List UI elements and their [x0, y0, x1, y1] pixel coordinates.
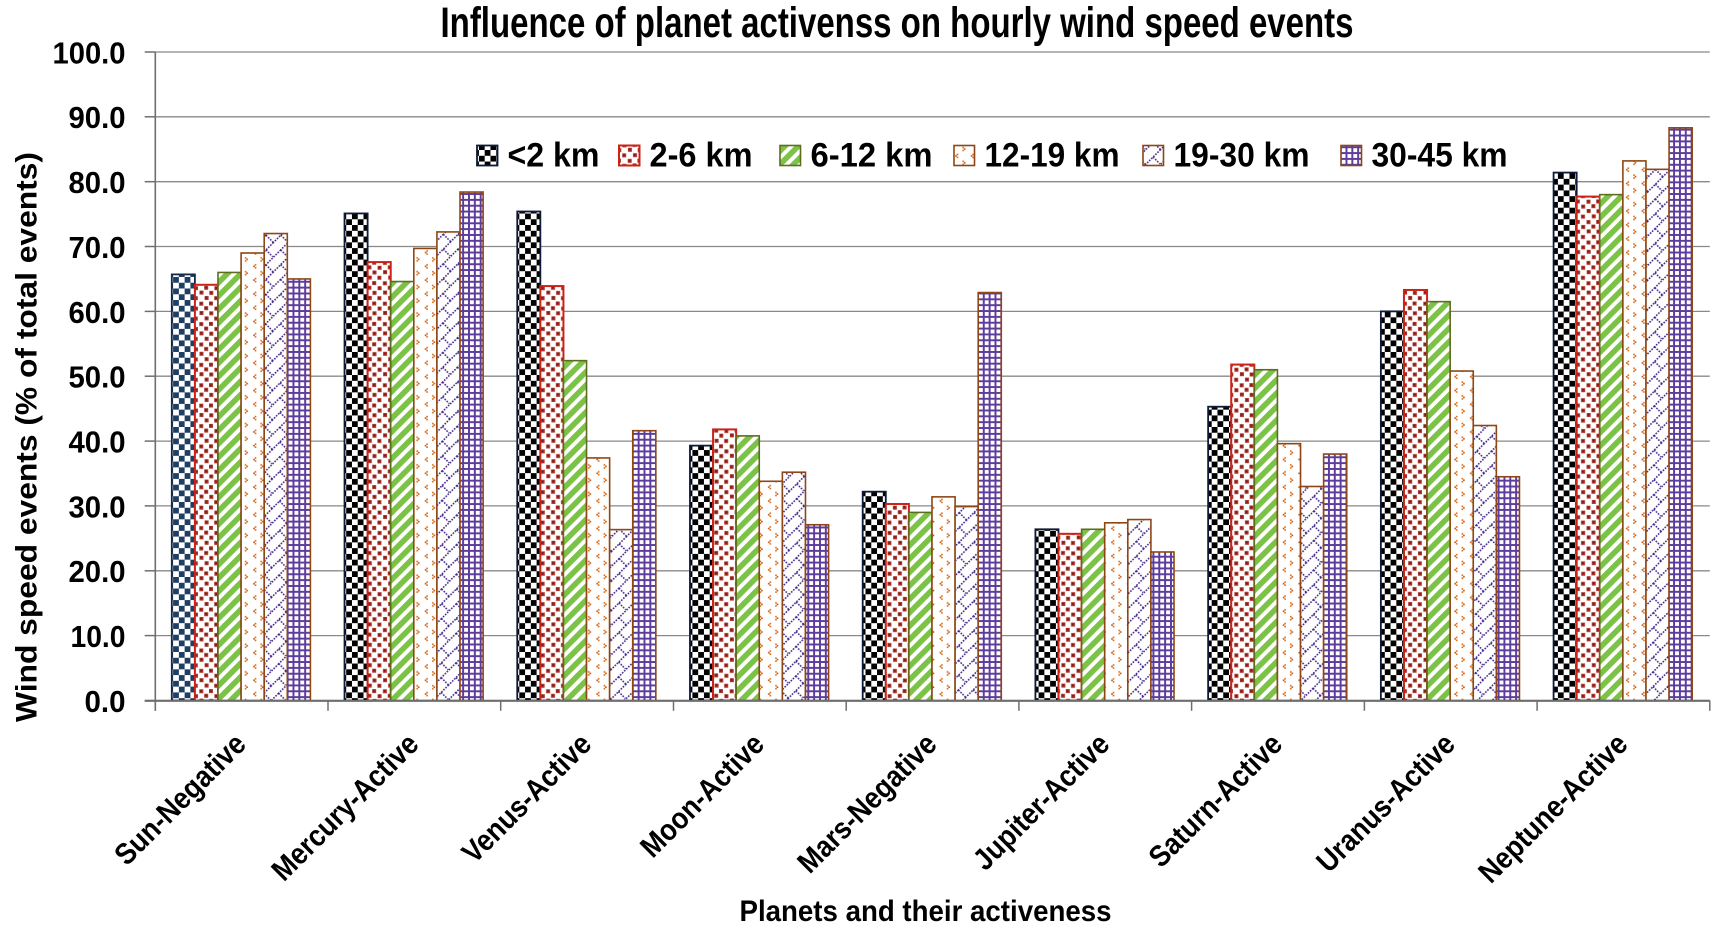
svg-text:90.0: 90.0: [69, 100, 126, 135]
svg-text:30.0: 30.0: [69, 489, 126, 524]
svg-text:70.0: 70.0: [69, 230, 126, 265]
svg-text:30-45 km: 30-45 km: [1372, 136, 1508, 174]
svg-text:50.0: 50.0: [69, 360, 126, 395]
svg-text:60.0: 60.0: [69, 295, 126, 330]
svg-text:0.0: 0.0: [85, 684, 126, 719]
svg-text:10.0: 10.0: [71, 619, 126, 654]
svg-text:100.0: 100.0: [53, 35, 126, 70]
svg-text:Wind speed events (% of total: Wind speed events (% of total events): [11, 152, 44, 722]
svg-text:12-19 km: 12-19 km: [985, 136, 1120, 174]
svg-text:6-12 km: 6-12 km: [811, 136, 933, 174]
svg-text:80.0: 80.0: [69, 165, 126, 200]
svg-text:19-30 km: 19-30 km: [1174, 136, 1310, 174]
svg-text:2-6 km: 2-6 km: [650, 136, 753, 174]
svg-text:Planets and their activeness: Planets and their activeness: [740, 895, 1112, 925]
svg-text:<2 km: <2 km: [508, 136, 600, 174]
svg-text:20.0: 20.0: [69, 554, 126, 589]
svg-text:40.0: 40.0: [69, 425, 126, 460]
svg-text:Influence of planet activenss: Influence of planet activenss on hourly …: [441, 0, 1354, 47]
